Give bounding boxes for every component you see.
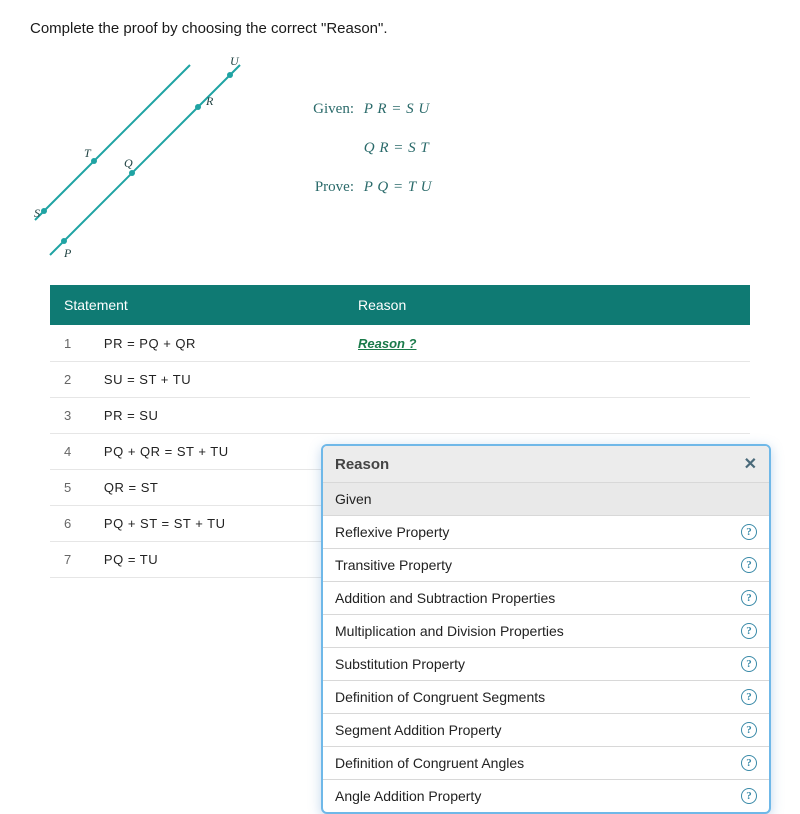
option-label: Substitution Property xyxy=(335,656,465,672)
label-S: S xyxy=(34,206,40,220)
help-icon[interactable]: ? xyxy=(741,557,757,573)
dropdown-option[interactable]: Addition and Subtraction Properties? xyxy=(323,581,769,614)
reason-cell[interactable] xyxy=(344,362,750,398)
dropdown-header: Reason ✕ xyxy=(323,446,769,482)
dropdown-option[interactable]: Definition of Congruent Segments? xyxy=(323,680,769,713)
help-icon[interactable]: ? xyxy=(741,524,757,540)
statement-cell: PR = SU xyxy=(90,398,344,434)
reason-dropdown[interactable]: Reason ✕ GivenReflexive Property?Transit… xyxy=(321,444,771,814)
statement-cell: PQ + QR = ST + TU xyxy=(90,434,344,470)
point-Q xyxy=(129,170,135,176)
dropdown-option[interactable]: Segment Addition Property? xyxy=(323,713,769,746)
table-row: 2SU = ST + TU xyxy=(50,362,750,398)
help-icon[interactable]: ? xyxy=(741,623,757,639)
option-label: Given xyxy=(335,491,372,507)
help-icon[interactable]: ? xyxy=(741,656,757,672)
statement-cell: PQ + ST = ST + TU xyxy=(90,506,344,542)
point-P xyxy=(61,238,67,244)
point-S xyxy=(41,208,47,214)
point-R xyxy=(195,104,201,110)
dropdown-option[interactable]: Reflexive Property? xyxy=(323,515,769,548)
label-P: P xyxy=(63,246,72,260)
help-icon[interactable]: ? xyxy=(741,722,757,738)
dropdown-option[interactable]: Definition of Congruent Angles? xyxy=(323,746,769,779)
reason-cell[interactable]: Reason ? xyxy=(344,325,750,362)
dropdown-option[interactable]: Given xyxy=(323,482,769,515)
statement-cell: QR = ST xyxy=(90,470,344,506)
dropdown-option[interactable]: Transitive Property? xyxy=(323,548,769,581)
option-label: Definition of Congruent Angles xyxy=(335,755,524,771)
table-row: 3PR = SU xyxy=(50,398,750,434)
label-Q: Q xyxy=(124,156,133,170)
option-label: Angle Addition Property xyxy=(335,788,481,804)
help-icon[interactable]: ? xyxy=(741,788,757,804)
label-T: T xyxy=(84,146,92,160)
row-number: 1 xyxy=(50,325,90,362)
help-icon[interactable]: ? xyxy=(741,590,757,606)
row-number: 3 xyxy=(50,398,90,434)
given-prove-block: Given: P R = S U Q R = S T Prove: P Q = … xyxy=(260,45,432,207)
option-label: Multiplication and Division Properties xyxy=(335,623,564,639)
col-reason: Reason xyxy=(344,285,750,325)
option-label: Definition of Congruent Segments xyxy=(335,689,545,705)
label-U: U xyxy=(230,54,240,68)
row-number: 7 xyxy=(50,542,90,578)
statement-cell: PR = PQ + QR xyxy=(90,325,344,362)
dropdown-option[interactable]: Angle Addition Property? xyxy=(323,779,769,812)
close-icon[interactable]: ✕ xyxy=(744,454,757,474)
prove-label: Prove: xyxy=(300,168,354,207)
option-label: Segment Addition Property xyxy=(335,722,502,738)
diagram-line xyxy=(35,65,190,220)
point-T xyxy=(91,158,97,164)
row-number: 6 xyxy=(50,506,90,542)
prove-1: P Q = T U xyxy=(364,179,432,195)
geometry-diagram: P Q R U S T xyxy=(30,45,260,265)
dropdown-option[interactable]: Substitution Property? xyxy=(323,647,769,680)
given-1: P R = S U xyxy=(364,101,430,117)
col-statement: Statement xyxy=(50,285,344,325)
help-icon[interactable]: ? xyxy=(741,689,757,705)
statement-cell: SU = ST + TU xyxy=(90,362,344,398)
table-row: 1PR = PQ + QR Reason ? xyxy=(50,325,750,362)
row-number: 5 xyxy=(50,470,90,506)
reason-cell[interactable] xyxy=(344,398,750,434)
dropdown-option[interactable]: Multiplication and Division Properties? xyxy=(323,614,769,647)
instruction-text: Complete the proof by choosing the corre… xyxy=(30,20,770,37)
label-R: R xyxy=(205,94,214,108)
statement-cell: PQ = TU xyxy=(90,542,344,578)
row-number: 2 xyxy=(50,362,90,398)
option-label: Addition and Subtraction Properties xyxy=(335,590,555,606)
given-label: Given: xyxy=(300,90,354,129)
option-label: Transitive Property xyxy=(335,557,452,573)
top-area: P Q R U S T Given: P R = S U Q R = S T Prove:… xyxy=(30,45,770,265)
row-number: 4 xyxy=(50,434,90,470)
dropdown-title: Reason xyxy=(335,456,389,473)
option-label: Reflexive Property xyxy=(335,524,449,540)
point-U xyxy=(227,72,233,78)
help-icon[interactable]: ? xyxy=(741,755,757,771)
given-2: Q R = S T xyxy=(364,140,429,156)
reason-link[interactable]: Reason ? xyxy=(358,336,417,351)
